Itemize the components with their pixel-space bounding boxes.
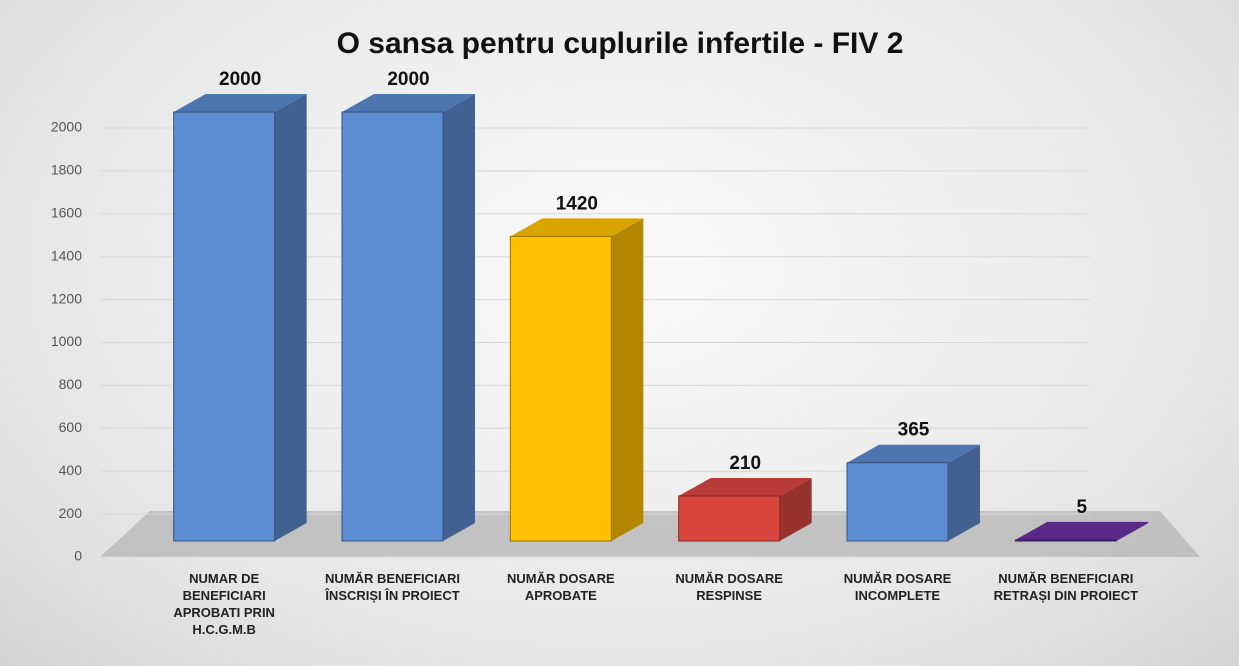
bar: [678, 495, 781, 542]
y-tick-label: 1800: [51, 162, 82, 178]
x-tick-label: NUMĂR BENEFICIARI RETRAȘI DIN PROIECT: [993, 571, 1139, 603]
x-tick-label: NUMAR DE BENEFICIARI APROBATI PRIN H.C.G…: [173, 571, 275, 637]
x-tick-label: NUMĂR DOSARE INCOMPLETE: [843, 571, 952, 603]
x-tick-label: NUMĂR DOSARE APROBATE: [507, 571, 615, 603]
bar-side: [1116, 521, 1149, 541]
bar: [846, 462, 949, 542]
bar-top: [678, 477, 812, 496]
value-label: 5: [1077, 497, 1088, 518]
bar-top: [510, 218, 644, 237]
y-tick-label: 1400: [51, 247, 82, 263]
bar-top: [173, 94, 307, 112]
y-tick-label: 800: [59, 376, 83, 392]
value-label: 2000: [387, 69, 429, 90]
y-tick-label: 1600: [51, 205, 82, 221]
bar: [341, 111, 444, 542]
x-tick-label: NUMĂR BENEFICIARI ÎNSCRIȘI ÎN PROIECT: [324, 571, 461, 603]
bar: [1014, 539, 1117, 542]
y-tick-label: 1200: [51, 290, 82, 306]
bar: [509, 235, 612, 542]
y-tick-label: 600: [59, 419, 83, 435]
bar: [173, 111, 276, 542]
bar-side: [443, 94, 475, 541]
chart-title: O sansa pentru cuplurile infertile - FIV…: [337, 27, 904, 60]
value-label: 2000: [219, 69, 261, 90]
y-tick-label: 1000: [51, 333, 82, 349]
bar-top: [1015, 521, 1149, 540]
bar-side: [274, 94, 307, 541]
bar-side: [611, 218, 644, 541]
y-tick-label: 2000: [51, 119, 82, 135]
value-label: 210: [729, 453, 761, 474]
value-label: 1420: [556, 193, 598, 214]
bar-side: [948, 444, 980, 541]
value-label: 365: [898, 420, 930, 441]
bar-side: [779, 477, 812, 541]
bar-top: [847, 444, 980, 463]
y-tick-label: 0: [74, 548, 82, 564]
y-tick-label: 200: [59, 505, 83, 521]
bar-top: [342, 94, 475, 112]
x-tick-label: NUMĂR DOSARE RESPINSE: [675, 571, 783, 603]
y-tick-label: 400: [59, 462, 83, 478]
